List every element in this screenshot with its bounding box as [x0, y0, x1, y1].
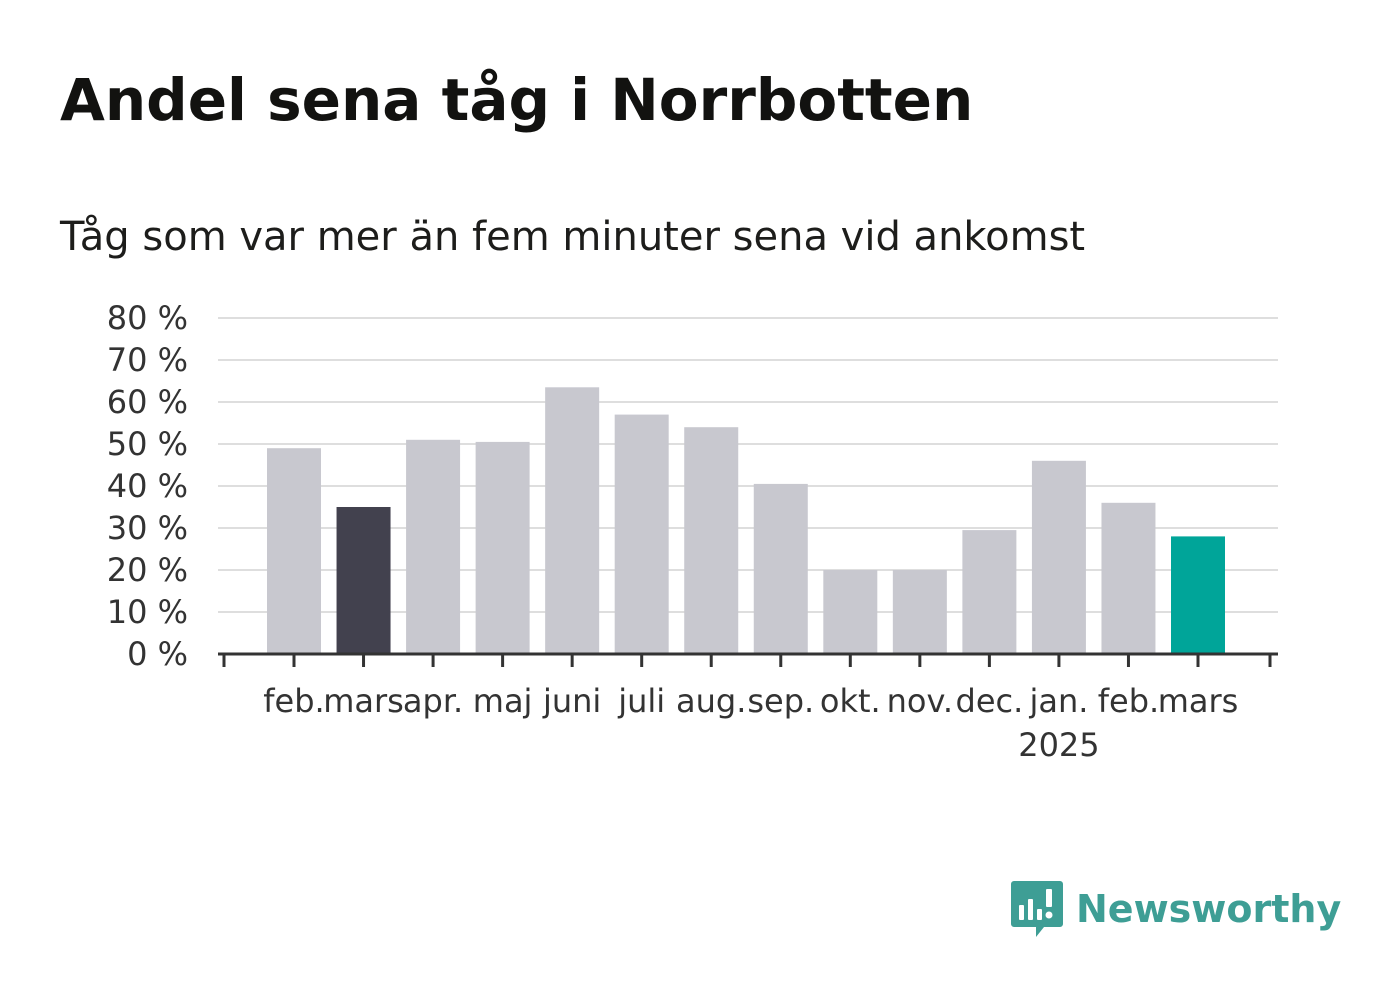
- bar: [614, 414, 669, 654]
- y-tick-label: 0 %: [127, 635, 188, 673]
- bar: [1101, 502, 1156, 654]
- x-tick-label: mars: [323, 682, 404, 720]
- x-axis-labels: feb.mars apr. maj juni juli aug. sep. okt. nov. d…: [263, 682, 1238, 764]
- x-axis: [218, 652, 1278, 667]
- bars: [267, 387, 1225, 654]
- bar: [336, 507, 391, 654]
- x-tick-label: maj: [473, 682, 533, 720]
- bar: [1171, 536, 1225, 654]
- bar: [545, 387, 600, 654]
- newsworthy-chart-bubble-icon: [1011, 881, 1063, 937]
- bar: [753, 483, 808, 654]
- x-tick-label: aug.: [676, 682, 746, 720]
- x-tick-label: dec.: [956, 682, 1024, 720]
- x-tick-label: mars: [1158, 682, 1239, 720]
- y-axis-ticks: 0 % 10 % 20 % 30 % 40 % 50 % 60 % 70 % 80 %: [107, 299, 188, 673]
- y-tick-label: 20 %: [107, 551, 188, 589]
- x-tick-label: juli: [617, 682, 665, 720]
- x-tick-label: okt.: [820, 682, 881, 720]
- bar: [962, 530, 1017, 654]
- y-tick-label: 10 %: [107, 593, 188, 631]
- y-tick-label: 30 %: [107, 509, 188, 547]
- x-tick-label: nov.: [887, 682, 953, 720]
- x-tick-label: apr.: [403, 682, 463, 720]
- brand-name: Newsworthy: [1076, 887, 1342, 931]
- newsworthy-logo: Newsworthy: [1010, 879, 1341, 939]
- chart-title: Andel sena tåg i Norrbotten: [60, 66, 974, 134]
- y-tick-label: 40 %: [107, 467, 188, 505]
- x-tick-label: feb.: [1098, 682, 1159, 720]
- x-tick-label: jan.: [1028, 682, 1088, 720]
- grid-lines: [218, 317, 1278, 613]
- chart-subtitle: Tåg som var mer än fem minuter sena vid …: [60, 214, 1086, 260]
- x-tick-label: sep.: [747, 682, 814, 720]
- x-tick-label: juni: [542, 682, 601, 720]
- bar: [823, 570, 878, 654]
- bar: [892, 570, 947, 654]
- x-tick-label: feb.: [263, 682, 324, 720]
- bar: [267, 448, 321, 654]
- y-tick-label: 60 %: [107, 383, 188, 421]
- x-year-label: 2025: [1018, 726, 1099, 764]
- y-tick-label: 50 %: [107, 425, 188, 463]
- y-tick-label: 70 %: [107, 341, 188, 379]
- bar: [406, 439, 461, 654]
- bar: [475, 441, 530, 654]
- y-tick-label: 80 %: [107, 299, 188, 337]
- bar: [1031, 460, 1086, 654]
- bar: [684, 427, 739, 654]
